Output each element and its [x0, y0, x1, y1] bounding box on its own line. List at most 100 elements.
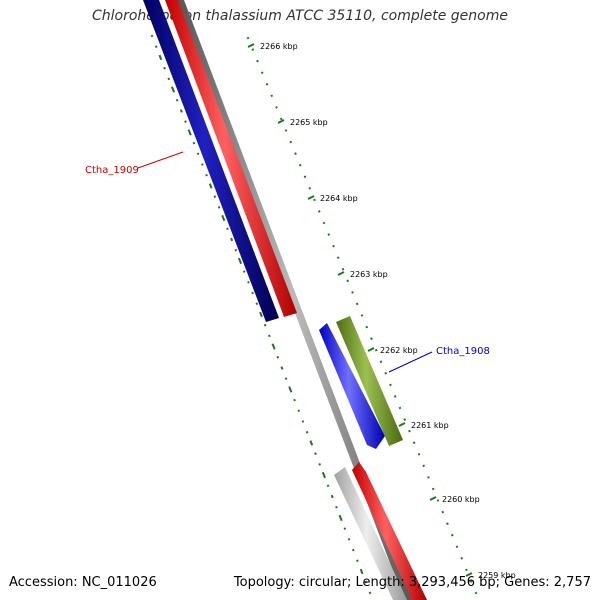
gc-skew-mark	[205, 173, 208, 177]
callout-line-ctha-1908	[388, 351, 433, 373]
gc-skew-mark	[158, 54, 163, 61]
gc-skew-mark	[393, 395, 397, 398]
gc-skew-mark	[263, 323, 267, 327]
gc-skew-mark	[364, 580, 368, 584]
gc-skew-mark	[247, 281, 250, 284]
gene-red-lower	[352, 462, 427, 600]
gc-skew-mark	[208, 183, 213, 189]
gc-skew-mark	[474, 591, 478, 595]
scale-tick	[307, 195, 315, 200]
gc-skew-mark	[384, 371, 388, 375]
gc-skew-mark	[167, 77, 171, 81]
gc-skew-mark	[279, 117, 283, 121]
gc-skew-mark	[314, 452, 317, 455]
gc-skew-mark	[427, 476, 430, 479]
gc-skew-track-outer	[246, 36, 478, 595]
gc-skew-mark	[293, 398, 296, 402]
scale-tick	[429, 496, 437, 501]
gc-skew-mark	[441, 510, 445, 514]
gc-skew-mark	[326, 484, 330, 488]
gc-skew-mark	[305, 430, 309, 434]
scale-tick-label: 2259 kbp	[478, 571, 516, 580]
gc-skew-mark	[332, 244, 335, 248]
gc-skew-mark	[360, 314, 364, 317]
gc-skew-mark	[355, 302, 359, 306]
gc-skew-mark	[187, 129, 192, 136]
gc-skew-mark	[379, 360, 383, 364]
gc-skew-mark	[275, 106, 278, 109]
callout-line-ctha-1909	[137, 151, 184, 169]
gc-skew-mark	[170, 86, 176, 93]
gc-skew-mark	[255, 302, 259, 306]
gene-ctha-1908-olive	[336, 316, 403, 446]
gc-skew-mark	[289, 140, 293, 144]
gc-skew-track-inner	[150, 34, 372, 595]
gc-skew-mark	[321, 471, 326, 479]
gc-skew-mark	[154, 45, 158, 49]
gc-skew-mark	[179, 109, 183, 113]
gc-skew-mark	[431, 487, 435, 491]
gene-ctha-1908-blue	[319, 323, 385, 449]
accession-text: Accession: NC_011026	[9, 575, 157, 590]
gc-skew-mark	[284, 129, 288, 132]
gc-skew-mark	[297, 409, 301, 413]
gc-skew-mark	[370, 337, 373, 340]
gc-skew-mark	[246, 36, 250, 40]
gc-skew-mark	[284, 377, 288, 380]
gene-ctha-1909-forward	[165, 0, 297, 317]
gc-skew-mark	[318, 463, 321, 466]
gc-skew-mark	[230, 237, 234, 242]
scale-tick	[247, 43, 255, 48]
gc-skew-mark	[175, 98, 179, 102]
gc-skew-mark	[343, 527, 347, 530]
gc-skew-mark	[446, 522, 449, 525]
gc-skew-mark	[398, 406, 402, 410]
gc-skew-mark	[260, 71, 264, 74]
gc-skew-mark	[317, 210, 321, 213]
genome-summary: Topology: circular; Length: 3,293,456 bp…	[233, 575, 591, 590]
gc-skew-mark	[389, 383, 392, 387]
gc-skew-mark	[422, 464, 426, 468]
gc-skew-mark	[196, 152, 200, 156]
gc-skew-mark	[347, 538, 351, 541]
gc-skew-mark	[294, 152, 297, 155]
scale-tick	[337, 271, 345, 276]
gc-skew-mark	[192, 141, 196, 145]
gc-skew-mark	[308, 187, 312, 190]
gc-skew-mark	[268, 334, 271, 338]
gc-skew-mark	[455, 545, 459, 549]
gc-skew-mark	[226, 227, 229, 231]
gc-skew-mark	[298, 163, 302, 167]
gc-skew-mark	[338, 514, 343, 522]
gc-skew-mark	[150, 34, 154, 38]
gc-skew-mark	[251, 48, 255, 51]
gc-skew-mark	[351, 548, 355, 552]
map-title: Chloroherpeton thalassium ATCC 35110, co…	[92, 8, 508, 24]
gc-skew-mark	[221, 214, 226, 222]
gc-skew-mark	[303, 175, 307, 179]
scale-tick-label: 2263 kbp	[350, 270, 388, 279]
gc-skew-mark	[276, 355, 280, 359]
gc-skew-mark	[330, 494, 334, 499]
gc-skew-mark	[374, 348, 378, 352]
gc-skew-mark	[234, 248, 238, 252]
gc-skew-mark	[256, 59, 259, 63]
scale-tick-label: 2265 kbp	[290, 118, 328, 127]
scale-tick-label: 2266 kbp	[260, 42, 298, 51]
scale-tick-label: 2262 kbp	[380, 346, 418, 355]
gc-skew-mark	[368, 591, 372, 595]
gc-skew-mark	[280, 366, 284, 370]
gc-skew-mark	[313, 198, 316, 202]
gc-skew-mark	[259, 311, 263, 318]
scale-tick	[398, 422, 406, 427]
gc-skew-mark	[336, 256, 340, 259]
scale-tick	[465, 572, 473, 577]
gc-skew-mark	[359, 568, 364, 575]
gc-skew-mark	[465, 568, 468, 572]
gc-skew-mark	[217, 206, 221, 209]
gc-skew-mark	[351, 291, 354, 294]
gc-skew-mark	[251, 291, 254, 295]
scale-tick	[277, 119, 285, 124]
gc-skew-mark	[365, 325, 369, 329]
